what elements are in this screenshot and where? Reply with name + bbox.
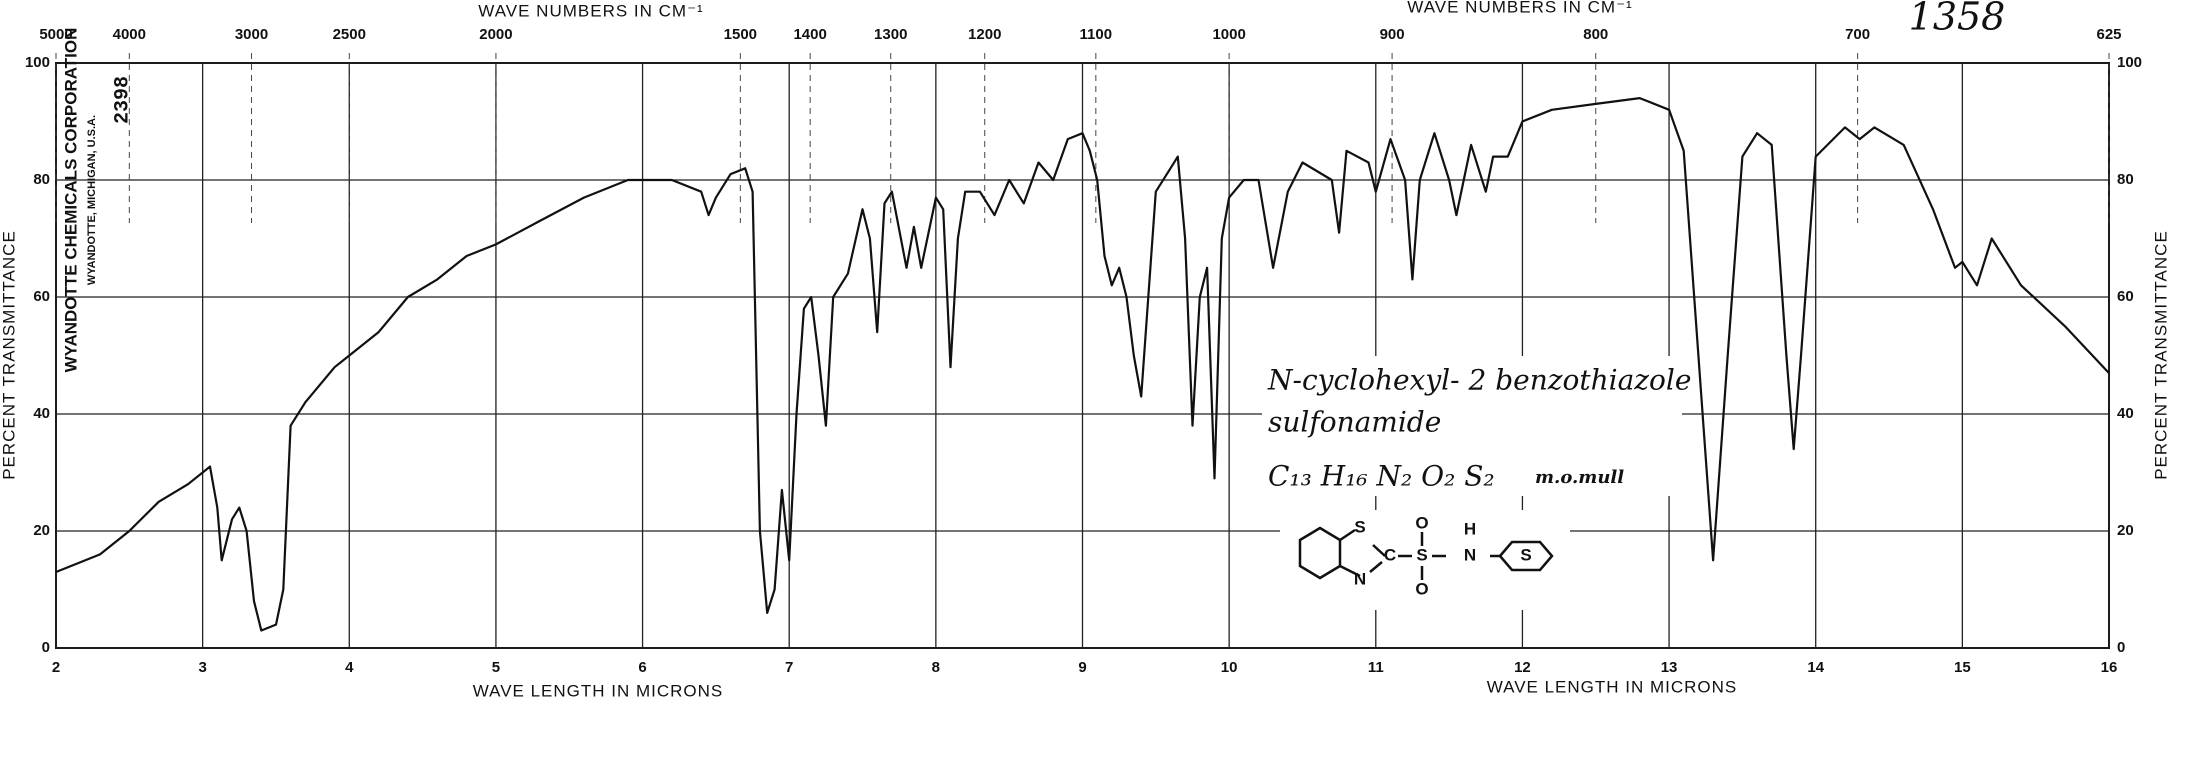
top-axis-title: WAVE NUMBERS IN CM⁻¹ (478, 1, 703, 20)
y-axis-title: PERCENT TRANSMITTANCE (0, 230, 18, 480)
structure-atom: O (1415, 513, 1428, 532)
company: WYANDOTTE CHEMICALS CORPORATION (61, 28, 80, 373)
x-tick-label: 2 (52, 659, 60, 676)
x-axis-title: WAVE LENGTH IN MICRONS (473, 681, 724, 700)
spectrum-line (55, 97, 2110, 632)
top-tick-label: 700 (1845, 26, 1870, 43)
x-tick-label: 4 (345, 659, 354, 676)
x-tick-label: 7 (785, 659, 793, 676)
top-tick-label: 800 (1583, 26, 1608, 43)
top-tick-label: 1200 (968, 26, 1001, 43)
x-tick-label: 16 (2101, 659, 2118, 676)
x-tick-label: 3 (198, 659, 206, 676)
y-tick-label: 0 (2117, 639, 2125, 656)
annotation-bg (1262, 356, 1682, 496)
structure-atom: C (1384, 545, 1396, 564)
y-tick-label: 0 (42, 639, 50, 656)
y-tick-label: 100 (2117, 54, 2142, 71)
x-tick-label: 13 (1661, 659, 1678, 676)
y-tick-label: 20 (2117, 522, 2134, 539)
top-tick-label: 1500 (724, 26, 757, 43)
top-tick-label: 1400 (793, 26, 826, 43)
top-tick-label: 625 (2096, 26, 2121, 43)
x-tick-label: 14 (1807, 659, 1824, 676)
top-tick-label: 2500 (333, 26, 366, 43)
structure-atom: S (1520, 545, 1531, 564)
x-tick-label: 12 (1514, 659, 1531, 676)
company-location: WYANDOTTE, MICHIGAN, U.S.A. (86, 115, 98, 285)
structure-atom: N (1464, 545, 1476, 564)
x-axis-title: WAVE LENGTH IN MICRONS (1487, 677, 1738, 696)
structure-atom: H (1464, 519, 1476, 538)
y-tick-label: 80 (33, 171, 50, 188)
structure (1280, 510, 1570, 610)
y-axis-title: PERCENT TRANSMITTANCE (2151, 230, 2170, 480)
top-axis-title: WAVE NUMBERS IN CM⁻¹ (1407, 0, 1632, 16)
x-tick-label: 5 (492, 659, 500, 676)
top-tick-label: 5000 (39, 26, 72, 43)
spectrum-number: 1358 (1909, 0, 2006, 39)
top-tick-label: 3000 (235, 26, 268, 43)
structure-atom: N (1354, 569, 1366, 588)
sample-prep: m.o.mull (1535, 467, 1624, 488)
compound-name: N-cyclohexyl- 2 benzothiazole (1267, 364, 1691, 397)
x-tick-label: 11 (1368, 659, 1384, 676)
x-tick-label: 6 (638, 659, 646, 676)
y-tick-label: 40 (33, 405, 50, 422)
y-tick-label: 100 (25, 54, 50, 71)
compound-name: sulfonamide (1268, 406, 1441, 439)
structure-atom: O (1415, 579, 1428, 598)
chart-code: 2398 (111, 76, 134, 124)
y-tick-label: 60 (33, 288, 50, 305)
x-tick-label: 9 (1078, 659, 1086, 676)
y-tick-label: 80 (2117, 171, 2134, 188)
x-tick-label: 8 (932, 659, 940, 676)
top-tick-label: 1300 (874, 26, 907, 43)
structure-atom: S (1416, 545, 1427, 564)
top-tick-label: 900 (1380, 26, 1405, 43)
structure-atom: S (1354, 517, 1365, 536)
top-tick-label: 1100 (1080, 26, 1113, 43)
top-tick-label: 4000 (113, 26, 146, 43)
formula: C₁₃ H₁₆ N₂ O₂ S₂ (1268, 460, 1495, 493)
top-tick-label: 2000 (479, 26, 512, 43)
plot (55, 53, 2110, 649)
x-tick-label: 10 (1221, 659, 1238, 676)
y-tick-label: 40 (2117, 405, 2134, 422)
top-tick-label: 1000 (1212, 26, 1245, 43)
x-tick-label: 15 (1954, 659, 1971, 676)
y-tick-label: 60 (2117, 288, 2134, 305)
y-tick-label: 20 (33, 522, 50, 539)
